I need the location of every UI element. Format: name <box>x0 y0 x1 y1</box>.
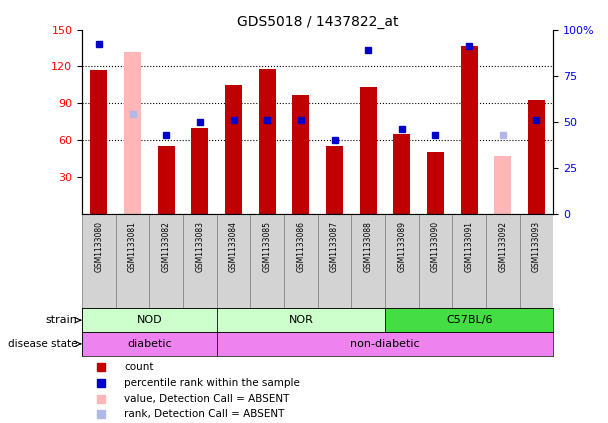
Bar <box>494 156 511 214</box>
Text: non-diabetic: non-diabetic <box>350 339 420 349</box>
FancyBboxPatch shape <box>351 214 385 308</box>
FancyBboxPatch shape <box>452 214 486 308</box>
Text: strain: strain <box>46 315 77 325</box>
Text: GSM1133082: GSM1133082 <box>162 221 171 272</box>
FancyBboxPatch shape <box>520 214 553 308</box>
FancyBboxPatch shape <box>250 214 284 308</box>
FancyBboxPatch shape <box>183 214 216 308</box>
Text: C57BL/6: C57BL/6 <box>446 315 492 325</box>
Bar <box>292 95 309 214</box>
Bar <box>393 134 410 214</box>
Text: GSM1133090: GSM1133090 <box>431 221 440 272</box>
FancyBboxPatch shape <box>150 214 183 308</box>
Text: value, Detection Call = ABSENT: value, Detection Call = ABSENT <box>125 393 290 404</box>
Bar <box>225 85 242 214</box>
Bar <box>259 69 275 214</box>
FancyBboxPatch shape <box>216 214 250 308</box>
Bar <box>461 46 477 214</box>
FancyBboxPatch shape <box>419 214 452 308</box>
Text: GSM1133086: GSM1133086 <box>296 221 305 272</box>
Text: GSM1133083: GSM1133083 <box>195 221 204 272</box>
Text: GSM1133089: GSM1133089 <box>397 221 406 272</box>
Text: percentile rank within the sample: percentile rank within the sample <box>125 378 300 388</box>
FancyBboxPatch shape <box>284 214 317 308</box>
Bar <box>158 146 174 214</box>
Bar <box>91 70 108 214</box>
Bar <box>192 128 209 214</box>
Text: GSM1133080: GSM1133080 <box>94 221 103 272</box>
FancyBboxPatch shape <box>116 214 150 308</box>
Text: disease state: disease state <box>8 339 77 349</box>
Text: GSM1133084: GSM1133084 <box>229 221 238 272</box>
Bar <box>82 332 216 356</box>
Text: NOR: NOR <box>288 315 313 325</box>
Text: rank, Detection Call = ABSENT: rank, Detection Call = ABSENT <box>125 409 285 419</box>
Text: GSM1133081: GSM1133081 <box>128 221 137 272</box>
FancyBboxPatch shape <box>82 214 116 308</box>
Text: GSM1133092: GSM1133092 <box>499 221 507 272</box>
FancyBboxPatch shape <box>317 214 351 308</box>
Text: GSM1133093: GSM1133093 <box>532 221 541 272</box>
Text: diabetic: diabetic <box>127 339 171 349</box>
Bar <box>326 146 343 214</box>
Bar <box>216 308 385 332</box>
Text: GSM1133085: GSM1133085 <box>263 221 272 272</box>
Text: NOD: NOD <box>137 315 162 325</box>
Text: GSM1133088: GSM1133088 <box>364 221 373 272</box>
Bar <box>360 87 376 214</box>
Bar <box>216 332 553 356</box>
Title: GDS5018 / 1437822_at: GDS5018 / 1437822_at <box>237 14 398 29</box>
Bar <box>427 152 444 214</box>
FancyBboxPatch shape <box>385 214 419 308</box>
Bar <box>82 308 216 332</box>
Bar <box>385 308 553 332</box>
Bar <box>528 99 545 214</box>
Text: GSM1133087: GSM1133087 <box>330 221 339 272</box>
Bar <box>124 52 141 214</box>
FancyBboxPatch shape <box>486 214 520 308</box>
Text: count: count <box>125 362 154 372</box>
Text: GSM1133091: GSM1133091 <box>465 221 474 272</box>
